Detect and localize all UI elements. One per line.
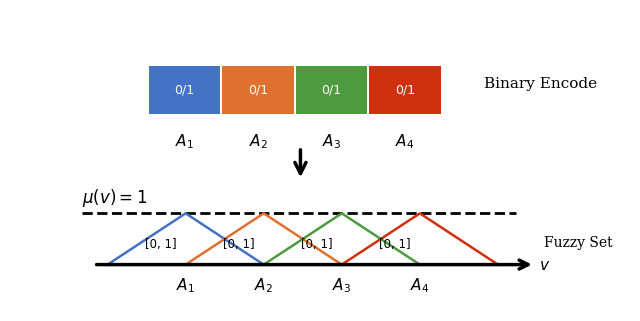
Text: [0, 1]: [0, 1] xyxy=(379,238,410,251)
Text: 0/1: 0/1 xyxy=(175,83,195,96)
Text: $A_3$: $A_3$ xyxy=(332,276,351,295)
Text: $\mu(v)=1$: $\mu(v)=1$ xyxy=(83,187,147,209)
Text: $v$: $v$ xyxy=(540,259,550,273)
FancyBboxPatch shape xyxy=(369,66,440,114)
Text: $A_2$: $A_2$ xyxy=(254,276,273,295)
Text: Binary Encode: Binary Encode xyxy=(484,77,597,91)
Text: [0, 1]: [0, 1] xyxy=(301,238,332,251)
Text: $A_3$: $A_3$ xyxy=(322,132,341,151)
Text: $A_2$: $A_2$ xyxy=(248,132,268,151)
Text: 0/1: 0/1 xyxy=(321,83,342,96)
Text: $A_4$: $A_4$ xyxy=(410,276,429,295)
Text: Fuzzy Set: Fuzzy Set xyxy=(544,237,612,250)
Text: [0, 1]: [0, 1] xyxy=(223,238,254,251)
Text: $A_1$: $A_1$ xyxy=(175,132,194,151)
Text: $A_4$: $A_4$ xyxy=(396,132,415,151)
Text: $A_1$: $A_1$ xyxy=(176,276,195,295)
Text: [0, 1]: [0, 1] xyxy=(145,238,176,251)
Text: 0/1: 0/1 xyxy=(248,83,268,96)
Text: 0/1: 0/1 xyxy=(395,83,415,96)
FancyBboxPatch shape xyxy=(222,66,294,114)
FancyBboxPatch shape xyxy=(149,66,220,114)
FancyBboxPatch shape xyxy=(296,66,367,114)
